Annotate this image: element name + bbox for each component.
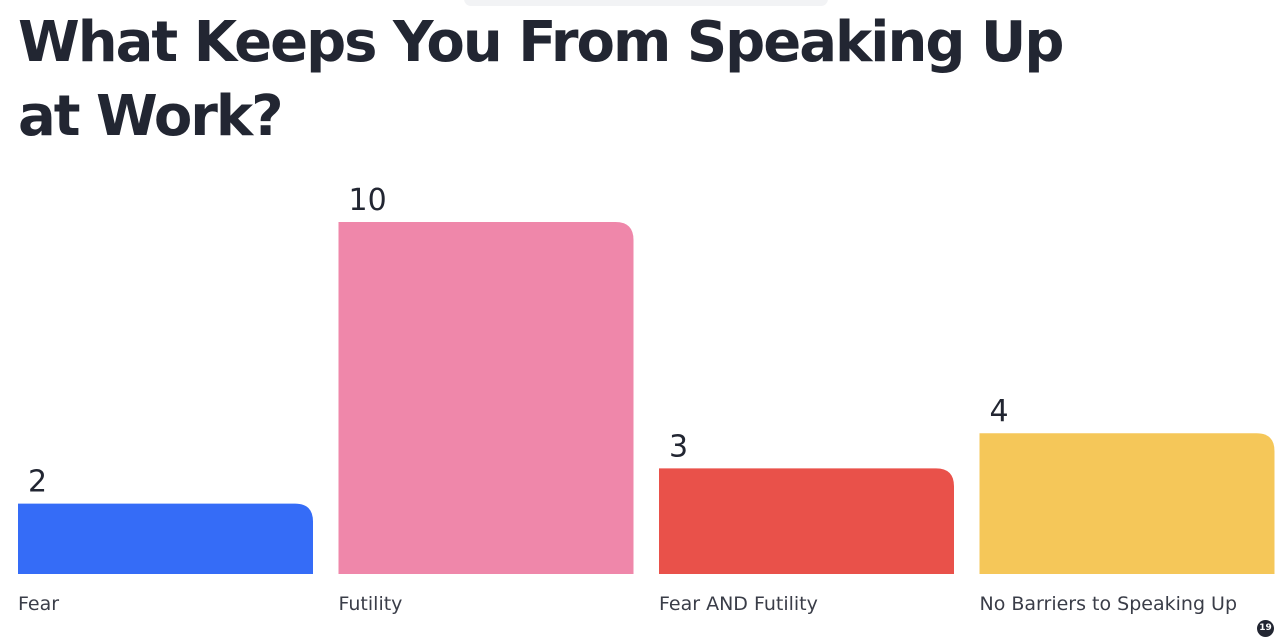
bar-0	[18, 503, 313, 574]
value-label-1: 10	[349, 183, 387, 218]
category-label-1: Futility	[339, 593, 403, 615]
category-label-0: Fear	[18, 593, 59, 615]
value-label-2: 3	[669, 429, 688, 464]
response-count-badge: 19	[1257, 620, 1274, 637]
bar-1	[338, 222, 634, 574]
value-label-3: 4	[990, 394, 1009, 429]
chart-title: What Keeps You From Speaking Up at Work?	[18, 10, 1064, 149]
category-label-3: No Barriers to Speaking Up	[980, 593, 1238, 615]
bar-2	[659, 468, 954, 574]
value-label-0: 2	[28, 465, 47, 500]
category-label-2: Fear AND Futility	[659, 593, 818, 615]
bar-3	[979, 433, 1275, 574]
drag-handle[interactable]	[464, 0, 828, 6]
